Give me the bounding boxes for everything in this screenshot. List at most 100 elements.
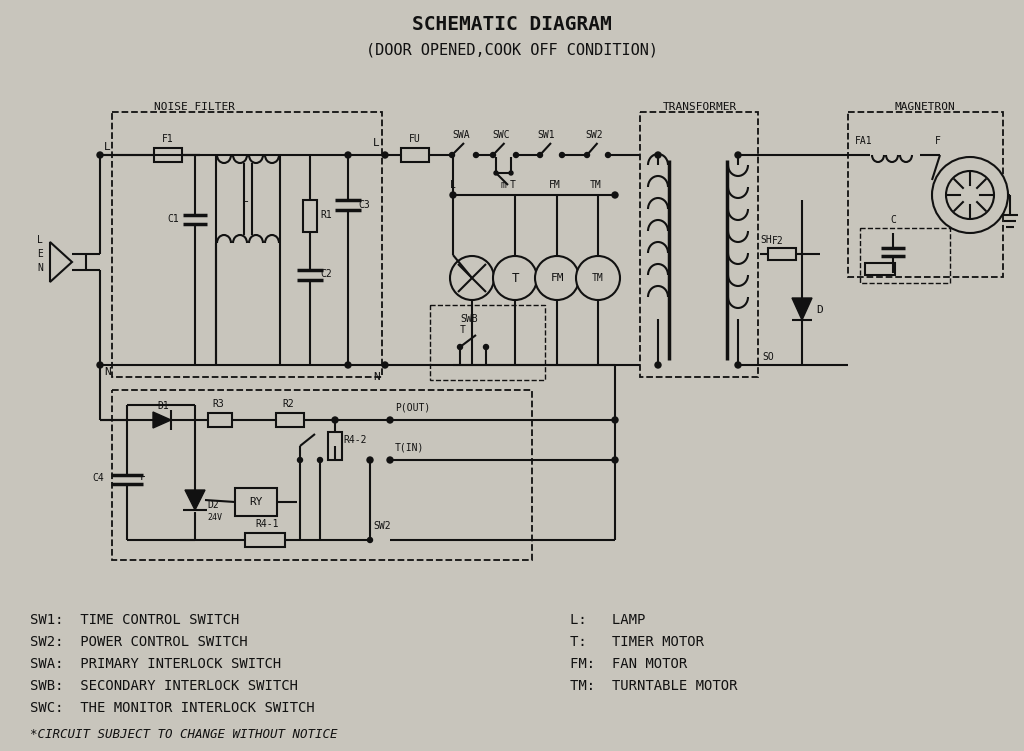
Circle shape — [575, 256, 620, 300]
Circle shape — [298, 457, 302, 463]
Text: T: T — [460, 325, 466, 335]
Text: F2: F2 — [772, 236, 783, 246]
Circle shape — [585, 152, 590, 158]
Circle shape — [367, 457, 373, 463]
Text: C1: C1 — [167, 214, 179, 224]
Text: *CIRCUIT SUBJECT TO CHANGE WITHOUT NOTICE: *CIRCUIT SUBJECT TO CHANGE WITHOUT NOTIC… — [30, 728, 338, 741]
Text: P(OUT): P(OUT) — [395, 403, 430, 413]
Circle shape — [493, 256, 537, 300]
Text: SO: SO — [762, 352, 774, 362]
Text: m: m — [500, 180, 506, 190]
Text: F1: F1 — [162, 134, 174, 144]
Text: SWC:  THE MONITOR INTERLOCK SWITCH: SWC: THE MONITOR INTERLOCK SWITCH — [30, 701, 314, 715]
Text: RY: RY — [249, 497, 263, 507]
Circle shape — [317, 457, 323, 463]
Circle shape — [450, 192, 456, 198]
Text: C: C — [890, 215, 896, 225]
Text: SH: SH — [760, 235, 772, 245]
Text: SW2: SW2 — [373, 521, 390, 531]
Text: N: N — [37, 263, 43, 273]
Circle shape — [655, 152, 662, 158]
Circle shape — [605, 152, 610, 158]
Text: R2: R2 — [282, 399, 294, 409]
Circle shape — [535, 256, 579, 300]
Bar — [276, 413, 304, 427]
Text: (DOOR OPENED,COOK OFF CONDITION): (DOOR OPENED,COOK OFF CONDITION) — [366, 43, 658, 58]
Polygon shape — [185, 490, 205, 510]
Bar — [208, 413, 232, 427]
Polygon shape — [792, 298, 812, 320]
Circle shape — [450, 256, 494, 300]
Text: R4-1: R4-1 — [255, 519, 279, 529]
Text: SWC: SWC — [492, 130, 510, 140]
Text: SWB:  SECONDARY INTERLOCK SWITCH: SWB: SECONDARY INTERLOCK SWITCH — [30, 679, 298, 693]
Text: R3: R3 — [212, 399, 224, 409]
Text: FU: FU — [409, 134, 421, 144]
Text: SWA:  PRIMARY INTERLOCK SWITCH: SWA: PRIMARY INTERLOCK SWITCH — [30, 657, 282, 671]
Text: L: L — [373, 138, 380, 148]
Text: D2: D2 — [207, 500, 219, 510]
Circle shape — [368, 538, 373, 542]
Text: NOISE FILTER: NOISE FILTER — [155, 102, 236, 112]
Circle shape — [509, 171, 513, 175]
Circle shape — [735, 362, 741, 368]
Text: FM:  FAN MOTOR: FM: FAN MOTOR — [570, 657, 687, 671]
Text: L: L — [450, 180, 456, 190]
Text: SWB: SWB — [460, 314, 477, 324]
Text: L: L — [104, 142, 111, 152]
Circle shape — [345, 362, 351, 368]
Text: R1: R1 — [319, 210, 332, 220]
Text: L: L — [37, 235, 43, 245]
Circle shape — [450, 152, 455, 158]
Text: D: D — [816, 305, 822, 315]
Text: T: T — [511, 272, 519, 285]
Text: FM: FM — [550, 273, 564, 283]
Circle shape — [382, 362, 388, 368]
Circle shape — [458, 345, 463, 349]
Text: MAGNETRON: MAGNETRON — [895, 102, 955, 112]
Bar — [328, 432, 342, 460]
Circle shape — [612, 457, 618, 463]
Polygon shape — [153, 412, 171, 428]
Bar — [303, 200, 317, 232]
Text: F: F — [935, 136, 941, 146]
Circle shape — [483, 345, 488, 349]
Text: FM: FM — [549, 180, 561, 190]
Text: SCHEMATIC DIAGRAM: SCHEMATIC DIAGRAM — [412, 16, 612, 35]
Text: R4-2: R4-2 — [343, 435, 367, 445]
Circle shape — [612, 192, 618, 198]
Text: TRANSFORMER: TRANSFORMER — [663, 102, 737, 112]
Text: SW1: SW1 — [537, 130, 555, 140]
Text: SW2:  POWER CONTROL SWITCH: SW2: POWER CONTROL SWITCH — [30, 635, 248, 649]
Text: FA1: FA1 — [855, 136, 872, 146]
Circle shape — [490, 152, 496, 158]
Text: C2: C2 — [319, 269, 332, 279]
Text: TM: TM — [592, 273, 604, 283]
Bar — [112, 112, 382, 377]
Bar — [865, 263, 895, 275]
Circle shape — [513, 152, 518, 158]
Text: C3: C3 — [358, 200, 370, 210]
Text: T(IN): T(IN) — [395, 443, 424, 453]
Text: SWA: SWA — [452, 130, 470, 140]
Circle shape — [612, 417, 618, 423]
Text: L: L — [242, 194, 249, 204]
Text: L:   LAMP: L: LAMP — [570, 613, 645, 627]
Text: SW1:  TIME CONTROL SWITCH: SW1: TIME CONTROL SWITCH — [30, 613, 240, 627]
Text: C4: C4 — [92, 473, 103, 483]
Text: N: N — [373, 372, 380, 382]
Bar — [768, 248, 796, 260]
Bar — [848, 112, 1002, 277]
Bar — [112, 390, 532, 560]
Text: TM: TM — [590, 180, 602, 190]
Bar — [401, 148, 429, 162]
Text: 24V: 24V — [207, 512, 222, 521]
Circle shape — [332, 417, 338, 423]
Text: D1: D1 — [157, 401, 169, 411]
Circle shape — [97, 362, 103, 368]
Text: T: T — [510, 180, 516, 190]
Text: SW2: SW2 — [585, 130, 603, 140]
Circle shape — [946, 171, 994, 219]
Circle shape — [382, 152, 388, 158]
Bar — [245, 533, 285, 547]
